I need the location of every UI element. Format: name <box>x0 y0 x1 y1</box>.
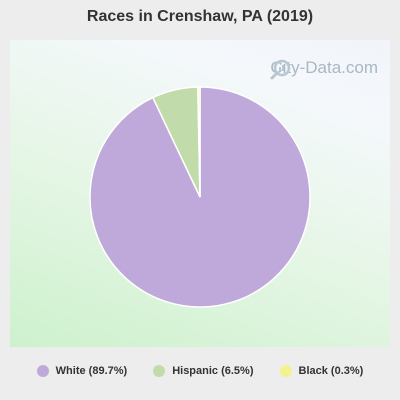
legend-label: Hispanic (6.5%) <box>172 365 254 377</box>
magnifier-icon <box>270 59 291 80</box>
legend-label: Black (0.3%) <box>298 365 364 377</box>
plot-area: City-Data.com <box>10 40 390 347</box>
watermark: City-Data.com <box>270 58 378 80</box>
watermark-text: City-Data.com <box>270 58 378 77</box>
legend-item-hispanic: Hispanic (6.5%) <box>153 365 254 377</box>
legend-swatch <box>36 365 49 377</box>
legend-label: White (89.7%) <box>55 365 128 377</box>
legend-swatch <box>153 365 166 377</box>
chart-title: Races in Crenshaw, PA (2019) <box>86 8 314 25</box>
legend-item-black: Black (0.3%) <box>279 365 364 377</box>
pie-slice-black <box>197 86 201 198</box>
legend: White (89.7%) Hispanic (6.5%) Black (0.3%) <box>0 365 400 377</box>
legend-item-white: White (89.7%) <box>36 365 128 377</box>
legend-swatch <box>279 365 292 377</box>
pie-chart <box>89 86 311 308</box>
